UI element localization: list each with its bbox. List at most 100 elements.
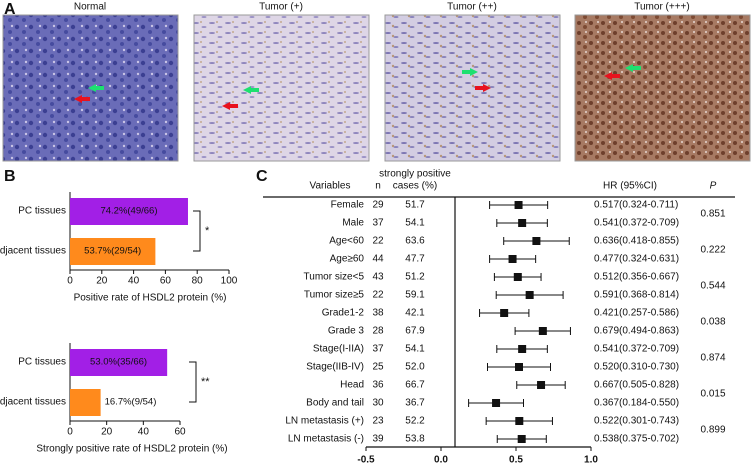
n: 43	[372, 272, 384, 283]
p-value: 0.874	[700, 353, 725, 364]
p-value: 0.899	[700, 425, 725, 436]
variable: Body and tail	[306, 398, 364, 409]
significance: **	[201, 376, 210, 388]
variable: Head	[340, 380, 364, 391]
value-label: 53.7%(29/54)	[84, 246, 141, 257]
n: 37	[372, 344, 384, 355]
hr-label: 0.636(0.418-0.855)	[594, 236, 679, 247]
hr-label: 0.667(0.505-0.828)	[594, 380, 679, 391]
cases: 59.1	[405, 290, 425, 301]
hr-label: 0.591(0.368-0.814)	[594, 290, 679, 301]
red-arrow	[475, 84, 491, 92]
n: 38	[372, 308, 384, 319]
x-tick-label: 0.0	[434, 455, 448, 466]
hr-marker	[508, 255, 517, 263]
arrows	[74, 64, 641, 110]
x-tick-label: -0.5	[357, 455, 375, 466]
hr-label: 0.367(0.184-0.550)	[594, 398, 679, 409]
micrographs: Normal Tumor (+) Tumor (++) Tumor (+++)	[2, 2, 751, 162]
cases: 54.1	[405, 218, 425, 229]
x-tick-label: 60	[174, 427, 186, 438]
cases: 36.7	[405, 398, 425, 409]
value-label: 53.0%(35/66)	[90, 357, 147, 368]
hr-label: 0.477(0.324-0.631)	[594, 254, 679, 265]
hr-label: 0.520(0.310-0.730)	[594, 362, 679, 373]
hr-marker	[500, 309, 509, 317]
n: 39	[372, 434, 384, 445]
cases: 52.0	[405, 362, 425, 373]
image-title: Normal	[74, 2, 106, 13]
red-arrow	[604, 72, 620, 80]
bracket	[189, 361, 197, 403]
panel-label: B	[4, 168, 16, 185]
red-arrow	[74, 95, 90, 103]
x-tick-label: 80	[192, 276, 204, 287]
hr-label: 0.541(0.372-0.709)	[594, 344, 679, 355]
n: 25	[372, 362, 384, 373]
n: 44	[372, 254, 384, 265]
hr-label: 0.421(0.257-0.586)	[594, 308, 679, 319]
header: P	[710, 181, 717, 192]
value-label: 16.7%(9/54)	[105, 397, 157, 408]
hr-marker	[538, 327, 547, 335]
n: 23	[372, 416, 384, 427]
hr-label: 0.679(0.494-0.863)	[594, 326, 679, 337]
header: strongly positive	[379, 169, 451, 180]
hr-marker	[525, 291, 534, 299]
n: 29	[372, 200, 384, 211]
cases: 47.7	[405, 254, 425, 265]
cases: 52.2	[405, 416, 425, 427]
p-value: 0.038	[700, 317, 725, 328]
hr-label: 0.517(0.324-0.711)	[594, 200, 678, 211]
green-arrow	[88, 84, 104, 92]
variable: Tumor size<5	[304, 272, 365, 283]
hr-marker	[517, 435, 526, 443]
variable: LN metastasis (+)	[285, 416, 364, 427]
cases: 67.9	[405, 326, 425, 337]
image-title: Tumor (+++)	[634, 2, 689, 13]
x-tick-label: 0.5	[509, 455, 523, 466]
hr-marker	[532, 237, 541, 245]
bar	[70, 238, 156, 265]
cases: 63.6	[405, 236, 425, 247]
significance: *	[205, 225, 210, 237]
bracket	[193, 210, 201, 252]
cases: 53.8	[405, 434, 425, 445]
n: 28	[372, 326, 384, 337]
hr-marker	[515, 363, 523, 371]
n: 36	[372, 380, 384, 391]
image-title: Tumor (++)	[447, 2, 497, 13]
cases: 51.2	[405, 272, 425, 283]
variable: Age≥60	[330, 254, 365, 265]
n: 30	[372, 398, 384, 409]
green-arrow	[243, 86, 259, 94]
variable: Age<60	[329, 236, 364, 247]
header: n	[375, 181, 381, 192]
bar	[70, 349, 168, 376]
hr-label: 0.538(0.375-0.702)	[594, 434, 679, 445]
header: HR (95%CI)	[603, 181, 657, 192]
variable: LN metastasis (-)	[288, 434, 364, 445]
x-tick-label: 0	[67, 276, 73, 287]
value-label: 74.2%(49/66)	[100, 206, 157, 217]
green-arrow	[462, 68, 478, 76]
x-axis-label: Strongly positive rate of HSDL2 protein …	[36, 444, 227, 455]
hr-marker	[537, 381, 546, 389]
variable: Male	[342, 218, 364, 229]
hr-label: 0.512(0.356-0.667)	[594, 272, 679, 283]
variable: Tumor size≥5	[304, 290, 365, 301]
x-tick-label: 40	[138, 427, 150, 438]
hr-label: 0.541(0.372-0.709)	[594, 218, 679, 229]
category-label: Adjacent tissues	[0, 246, 66, 257]
panel-label: A	[4, 1, 16, 18]
x-tick-label: 0	[67, 427, 73, 438]
cases: 42.1	[405, 308, 425, 319]
x-tick-label: 40	[128, 276, 140, 287]
image-title: Tumor (+)	[259, 2, 303, 13]
red-arrow	[222, 102, 238, 110]
x-tick-label: 20	[96, 276, 108, 287]
x-tick-label: 100	[221, 276, 238, 287]
cases: 54.1	[405, 344, 425, 355]
x-tick-label: 20	[101, 427, 113, 438]
